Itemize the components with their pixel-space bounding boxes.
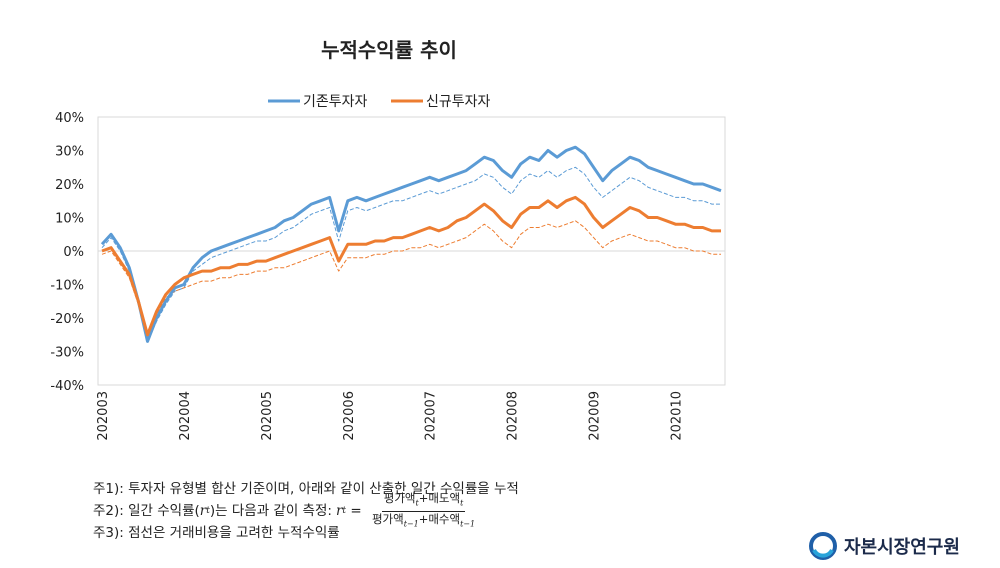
x-tick-label: 202005 (260, 391, 275, 441)
formula-fraction: 평가액t+매도액t 평가액t−1+매수액t−1 (370, 492, 477, 530)
num-sub2: t (460, 498, 464, 508)
num-sub1: t (415, 498, 419, 508)
note-3: 주3): 점선은 거래비용을 고려한 누적수익률 (93, 525, 340, 541)
x-tick-label: 202007 (424, 391, 439, 441)
x-tick-label: 202010 (669, 391, 684, 441)
legend-label-existing: 기존투자자 (303, 94, 368, 110)
num-term1: 평가액 (383, 491, 416, 506)
series-line-dashed-3 (101, 220, 721, 336)
note-2-r: r (199, 503, 207, 519)
formula-numerator: 평가액t+매도액t (381, 491, 466, 512)
y-tick-label: -30% (50, 346, 84, 361)
y-tick-label: 40% (55, 111, 84, 126)
legend-label-new: 신규투자자 (426, 94, 491, 110)
x-tick-label: 202004 (178, 391, 193, 441)
x-tick-label: 202008 (506, 391, 521, 441)
series-line-2 (101, 195, 721, 337)
logo-text: 자본시장연구원 (844, 537, 960, 558)
y-tick-label: 10% (55, 212, 84, 227)
x-tick-label: 202009 (588, 391, 603, 441)
y-tick-label: -40% (50, 379, 84, 394)
formula-eq: = (346, 503, 366, 519)
logo: 자본시장연구원 (808, 531, 960, 561)
chart: 누적수익률 추이 기존투자자 신규투자자 40% 30% 20% 10% 0% -10% -… (50, 38, 726, 441)
chart-title: 누적수익률 추이 (321, 38, 457, 62)
note-2-mid: )는 다음과 같이 측정: (209, 503, 332, 519)
note-2-t: t (206, 506, 210, 516)
x-tick-label: 202006 (342, 391, 357, 441)
series-group (100, 145, 722, 343)
den-term1: 평가액 (371, 511, 404, 526)
series-line-dashed-1 (101, 166, 721, 342)
note-1: 주1): 투자자 유형별 합산 기준이며, 아래와 같이 산출한 일간 수익률을… (93, 481, 519, 497)
formula-r: r (335, 503, 343, 519)
den-term2: +매수액 (418, 511, 461, 526)
x-tick-label: 202003 (96, 391, 111, 441)
den-sub1: t−1 (403, 518, 419, 528)
formula-r-sub: t (342, 506, 347, 516)
notes: 주1): 투자자 유형별 합산 기준이며, 아래와 같이 산출한 일간 수익률을… (93, 478, 519, 544)
x-axis: 202003 202004 202005 202006 202007 202008 2020… (96, 391, 684, 441)
y-tick-label: -20% (50, 312, 84, 327)
y-tick-label: 0% (63, 245, 84, 260)
kcmi-swirl-icon (809, 532, 837, 560)
legend: 기존투자자 신규투자자 (268, 94, 491, 110)
series-line-0 (100, 145, 722, 343)
y-tick-label: 20% (55, 178, 84, 193)
y-axis: 40% 30% 20% 10% 0% -10% -20% -30% -40% (50, 111, 84, 394)
den-sub2: t−1 (460, 518, 476, 528)
y-tick-label: 30% (55, 145, 84, 160)
formula-denominator: 평가액t−1+매수액t−1 (370, 512, 477, 530)
y-tick-label: -10% (50, 279, 84, 294)
num-term2: +매도액 (418, 491, 461, 506)
note-2-prefix: 주2): 일간 수익률( (93, 503, 200, 519)
